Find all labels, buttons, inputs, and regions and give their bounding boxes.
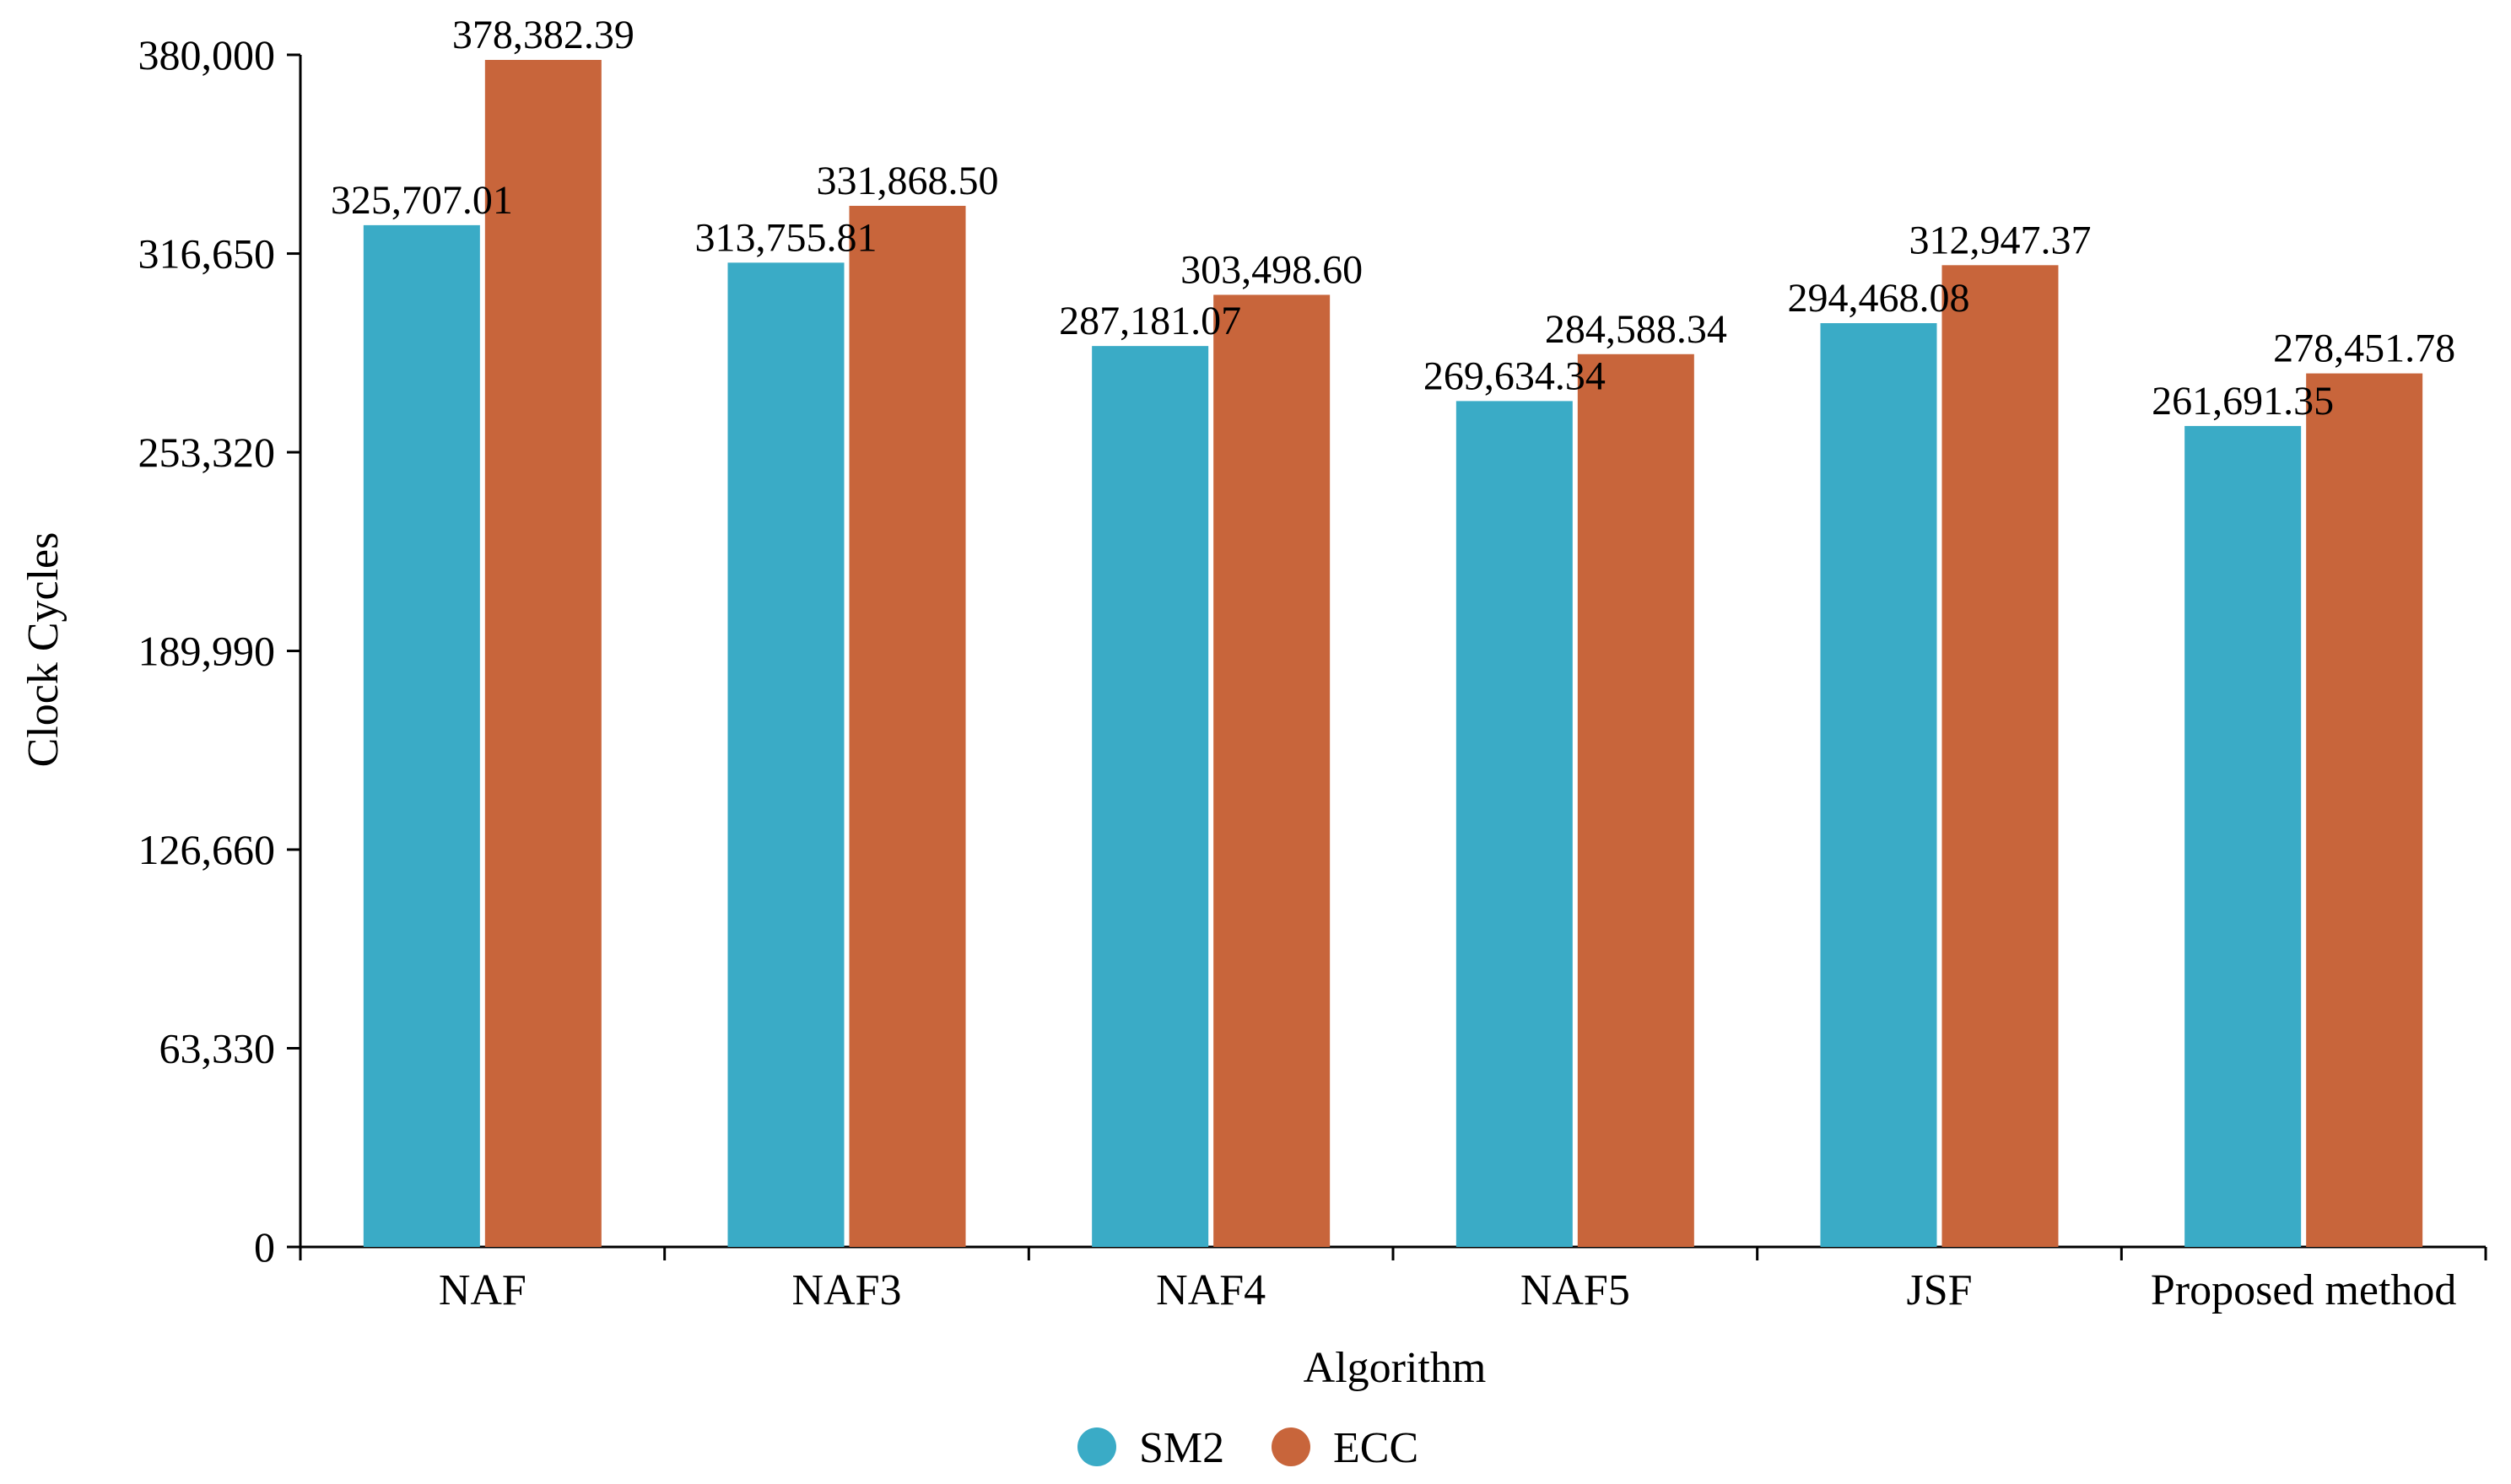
bar-ecc bbox=[1941, 265, 2059, 1247]
x-tick-label: JSF bbox=[1906, 1266, 1972, 1314]
data-label-ecc: 284,588.34 bbox=[1545, 307, 1727, 352]
x-tick-label: NAF3 bbox=[791, 1266, 901, 1314]
data-label-ecc: 303,498.60 bbox=[1180, 247, 1363, 292]
legend-marker-sm2 bbox=[1077, 1427, 1116, 1466]
x-tick-label: NAF5 bbox=[1520, 1266, 1630, 1314]
bar-sm2 bbox=[1092, 346, 1209, 1247]
y-tick-label: 0 bbox=[254, 1223, 275, 1271]
data-label-ecc: 312,947.37 bbox=[1909, 218, 2092, 262]
bar-ecc bbox=[1213, 294, 1331, 1248]
x-axis: NAF NAF3 NAF4 NAF5 JSF Proposed method bbox=[299, 1245, 2487, 1314]
legend-marker-ecc bbox=[1272, 1427, 1310, 1466]
data-label-sm2: 294,468.08 bbox=[1788, 276, 1970, 321]
bar-ecc bbox=[484, 60, 602, 1248]
data-label-ecc: 331,868.50 bbox=[817, 159, 999, 203]
bar-sm2 bbox=[2184, 425, 2302, 1247]
x-tick-label: NAF bbox=[439, 1266, 526, 1314]
bar-ecc bbox=[1577, 353, 1694, 1247]
bar-sm2 bbox=[363, 224, 480, 1248]
y-tick-label: 253,320 bbox=[138, 429, 276, 476]
y-tick-label: 316,650 bbox=[138, 230, 276, 278]
legend-label-ecc: ECC bbox=[1333, 1424, 1418, 1472]
data-label-ecc: 378,382.39 bbox=[452, 13, 634, 57]
bar-sm2 bbox=[727, 262, 845, 1248]
data-label-sm2: 313,755.81 bbox=[695, 215, 878, 260]
bar-sm2 bbox=[1820, 323, 1937, 1247]
y-tick-label: 380,000 bbox=[138, 31, 276, 78]
data-label-sm2: 261,691.35 bbox=[2152, 379, 2334, 424]
x-axis-title: Algorithm bbox=[1304, 1344, 1487, 1392]
y-tick-label: 63,330 bbox=[159, 1025, 276, 1072]
data-label-sm2: 287,181.07 bbox=[1059, 299, 1241, 343]
x-tick-label: NAF4 bbox=[1156, 1266, 1266, 1314]
data-label-ecc: 278,451.78 bbox=[2273, 326, 2455, 371]
legend-label-sm2: SM2 bbox=[1139, 1424, 1224, 1472]
bars bbox=[363, 60, 2423, 1248]
data-label-sm2: 325,707.01 bbox=[331, 178, 513, 223]
y-axis-title: Clock Cycles bbox=[19, 532, 68, 768]
bar-sm2 bbox=[1455, 401, 1573, 1247]
x-tick-label: Proposed method bbox=[2151, 1266, 2457, 1314]
y-axis: 0 63,330 126,660 189,990 253,320 316,650 380,0… bbox=[138, 31, 302, 1271]
legend: SM2 ECC bbox=[1077, 1424, 1418, 1472]
data-labels: 325,707.01 378,382.39 313,755.81 331,868.50… bbox=[331, 13, 2455, 424]
data-label-sm2: 269,634.34 bbox=[1423, 353, 1606, 398]
bar-ecc bbox=[849, 205, 966, 1248]
y-tick-label: 126,660 bbox=[138, 826, 276, 873]
bar-ecc bbox=[2306, 373, 2423, 1248]
y-tick-label: 189,990 bbox=[138, 628, 276, 675]
